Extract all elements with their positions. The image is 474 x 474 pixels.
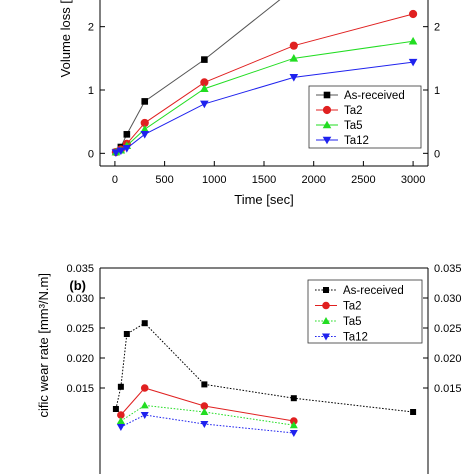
point-ta12 (289, 430, 298, 437)
chart-b-panel-label: (b) (69, 278, 86, 293)
point-ta2 (117, 411, 125, 419)
point-as-received (123, 331, 130, 337)
legend-label-as-received: As-received (344, 90, 405, 102)
legend-label-ta12: Ta12 (343, 332, 368, 344)
point-as-received (141, 98, 149, 105)
right-y-tick-label: 0.025 (434, 323, 462, 335)
right-y-tick-label: 0.020 (434, 353, 462, 365)
chart-b-legend: As-received Ta2 Ta5 Ta12 (307, 279, 423, 344)
legend-label-ta2: Ta2 (344, 105, 363, 117)
point-ta12 (116, 424, 125, 431)
point-ta2 (289, 41, 298, 50)
x-tick-label: 2500 (351, 174, 375, 186)
chart-b-y-axis-label: cific wear rate [mm³/N.m] (36, 273, 51, 417)
point-ta12 (200, 100, 209, 109)
y-tick-label: 0.030 (66, 293, 94, 305)
legend-label-as-received: As-received (343, 285, 404, 297)
point-ta5 (140, 401, 149, 409)
y-tick-label: 0.035 (66, 263, 94, 275)
legend-marker-as-received (323, 91, 331, 99)
legend-label-ta2: Ta2 (343, 301, 362, 313)
point-ta5 (200, 84, 209, 93)
point-ta12 (289, 74, 299, 82)
point-ta5 (408, 36, 418, 45)
point-ta12 (200, 421, 209, 428)
point-as-received (201, 381, 208, 388)
x-tick-label: 2000 (301, 174, 325, 186)
y-tick-label: 0.025 (66, 323, 94, 335)
point-as-received (290, 395, 297, 402)
y-tick-label: 1 (88, 85, 94, 97)
point-ta12 (122, 144, 132, 153)
point-ta5 (140, 124, 150, 133)
y-tick-label: 0.020 (66, 353, 94, 365)
series-line-ta5 (120, 404, 294, 426)
legend-marker-ta5 (322, 317, 330, 324)
point-as-received (112, 406, 119, 412)
point-ta12 (408, 58, 418, 67)
point-ta12 (140, 131, 150, 139)
right-y-tick-label: 0.030 (434, 293, 462, 305)
point-as-received (141, 320, 148, 327)
right-y-tick-label: 0.035 (434, 263, 462, 275)
point-ta5 (116, 417, 125, 424)
y-tick-label: 0.015 (66, 383, 94, 395)
chart-a: 0 500 1000 1500 2000 2500 3000 0 0 1 1 2 2 Time [se… (58, 0, 440, 207)
point-ta12 (140, 412, 149, 419)
chart-a-x-axis-label: Time [sec] (234, 192, 293, 207)
point-ta2 (290, 417, 298, 425)
point-ta5 (289, 54, 299, 62)
point-as-received (410, 409, 417, 415)
legend-marker-ta12 (322, 136, 332, 145)
y-tick-label: 2 (88, 22, 94, 34)
point-ta2 (140, 384, 149, 392)
legend-label-ta5: Ta5 (343, 316, 362, 328)
legend-marker-as-received (323, 287, 329, 293)
point-ta12 (111, 149, 121, 157)
legend-label-ta12: Ta12 (344, 135, 369, 147)
right-y-tick-label: 1 (434, 85, 440, 97)
legend-marker-ta12 (322, 333, 330, 341)
right-y-tick-label: 2 (434, 22, 440, 34)
legend-label-ta5: Ta5 (344, 120, 363, 132)
x-tick-label: 0 (112, 174, 118, 186)
chart-a-series (111, 0, 418, 157)
point-ta2 (200, 402, 209, 410)
legend-marker-ta2 (322, 105, 332, 115)
y-tick-label: 0 (88, 148, 94, 160)
point-ta2 (408, 9, 418, 19)
legend-marker-ta2 (322, 301, 330, 310)
point-ta2 (200, 78, 209, 87)
chart-a-y-axis-label: Volume loss [ (58, 0, 73, 77)
x-tick-label: 1000 (202, 174, 226, 186)
x-tick-label: 500 (155, 174, 173, 186)
point-ta5 (289, 421, 298, 429)
point-as-received (201, 56, 208, 63)
chart-b-y-ticks: 0.015 0.015 0.020 0.020 0.025 0.025 0.030 0.030… (66, 263, 461, 395)
point-as-received (123, 131, 131, 138)
legend-marker-ta5 (322, 120, 332, 129)
chart-a-legend: As-received Ta2 Ta5 Ta12 (308, 85, 422, 149)
x-tick-label: 3000 (401, 174, 425, 186)
point-ta12 (116, 147, 126, 156)
series-line-ta2 (120, 387, 294, 422)
point-ta2 (140, 118, 149, 128)
point-ta5 (200, 408, 209, 415)
right-y-tick-label: 0 (434, 148, 440, 160)
point-as-received (117, 383, 124, 390)
right-y-tick-label: 0.015 (434, 383, 462, 395)
x-tick-label: 1500 (252, 174, 276, 186)
chart-a-y-ticks: 0 0 1 1 2 2 (88, 22, 440, 161)
chart-a-x-ticks: 0 500 1000 1500 2000 2500 3000 (112, 161, 425, 186)
chart-b-series (112, 320, 417, 437)
series-line-ta12 (120, 414, 294, 434)
